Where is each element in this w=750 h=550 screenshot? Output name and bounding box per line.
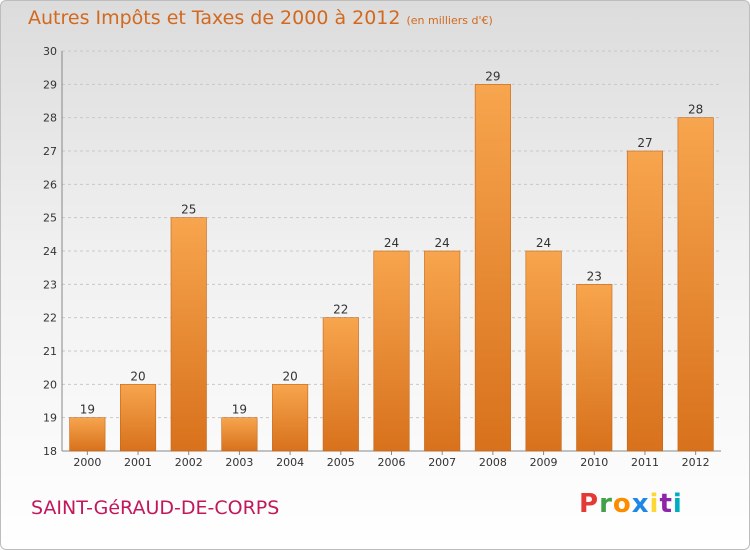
bar-2011 (626, 150, 664, 452)
y-tick-label: 22 (43, 312, 57, 325)
y-tick-label: 24 (43, 245, 57, 258)
x-tick-label: 2006 (378, 456, 406, 469)
x-tick-label: 2003 (225, 456, 253, 469)
logo-letter: P (579, 489, 600, 519)
logo-letter: r (599, 489, 613, 519)
y-tick-label: 20 (43, 378, 57, 391)
data-label: 23 (587, 269, 602, 283)
x-tick-label: 2001 (124, 456, 152, 469)
x-tick-label: 2004 (276, 456, 304, 469)
data-label: 22 (333, 303, 348, 317)
bars (69, 84, 714, 452)
y-tick-label: 23 (43, 278, 57, 291)
data-label: 24 (435, 236, 450, 250)
bar-2000 (69, 417, 106, 452)
bar-2012 (677, 117, 714, 452)
data-label: 20 (130, 369, 145, 383)
data-label: 24 (384, 236, 399, 250)
logo-letter: i (672, 489, 683, 519)
bar-2004 (272, 384, 309, 452)
x-tick-label: 2010 (580, 456, 608, 469)
bar-2010 (576, 284, 613, 452)
data-label: 25 (181, 203, 196, 217)
x-tick-label: 2002 (175, 456, 203, 469)
bar-2005 (322, 317, 359, 452)
x-tick-label: 2008 (479, 456, 507, 469)
bar-2002 (170, 217, 207, 452)
y-tick-label: 27 (43, 145, 57, 158)
chart-title-text: Autres Impôts et Taxes de 2000 à 2012 (28, 7, 401, 29)
data-label: 29 (485, 69, 500, 83)
y-tick-label: 28 (43, 112, 57, 125)
y-tick-label: 25 (43, 212, 57, 225)
data-label: 28 (688, 103, 703, 117)
x-tick-label: 2005 (327, 456, 355, 469)
data-labels: 19 20 25 19 20 22 24 24 29 24 23 27 28 (80, 69, 704, 416)
y-tick-label: 18 (43, 445, 57, 458)
x-tick-label: 2012 (682, 456, 710, 469)
y-tick-label: 30 (43, 45, 57, 58)
y-tick-label: 21 (43, 345, 57, 358)
logo-letter: t (659, 489, 673, 519)
bar-2008 (474, 84, 511, 452)
logo-letter: o (612, 489, 632, 519)
bar-2006 (373, 250, 410, 452)
proxiti-logo: Proxiti (579, 489, 683, 519)
logo-letter: x (631, 489, 650, 519)
data-label: 19 (232, 403, 247, 417)
y-tick-label: 29 (43, 78, 57, 91)
bar-2003 (221, 417, 258, 452)
bar-2001 (119, 384, 157, 452)
logo-letter: i (649, 489, 660, 519)
bar-2009 (525, 250, 562, 452)
data-label: 19 (80, 403, 95, 417)
chart-title: Autres Impôts et Taxes de 2000 à 2012 (en… (28, 7, 493, 29)
x-tick-label: 2009 (530, 456, 558, 469)
data-label: 20 (282, 369, 297, 383)
y-tick-label: 19 (43, 412, 57, 425)
x-tick-label: 2000 (73, 456, 101, 469)
place-name: SAINT-GéRAUD-DE-CORPS (31, 497, 280, 519)
data-label: 27 (637, 136, 652, 150)
x-tick-label: 2007 (428, 456, 456, 469)
y-tick-label: 26 (43, 178, 57, 191)
chart-unit: (en milliers d'€) (406, 14, 493, 27)
bar-2007 (424, 250, 461, 452)
x-tick-label: 2011 (631, 456, 659, 469)
data-label: 24 (536, 236, 551, 250)
